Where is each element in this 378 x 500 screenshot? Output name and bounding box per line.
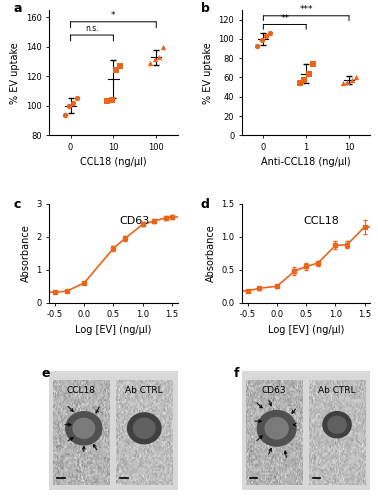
Bar [246,381,302,486]
Circle shape [265,418,288,439]
Point [306,70,312,78]
Point [70,99,76,107]
Text: f: f [234,366,240,380]
X-axis label: Anti-CCL18 (ng/μl): Anti-CCL18 (ng/μl) [261,158,351,168]
Point [62,110,68,118]
Point [117,62,123,70]
Y-axis label: % EV uptake: % EV uptake [203,42,213,104]
Circle shape [328,416,346,433]
Text: CCL18: CCL18 [67,386,96,394]
Point [344,78,350,86]
Point [108,96,115,104]
Point [104,98,110,106]
Text: **: ** [280,14,289,23]
Point [74,94,81,102]
Point [349,76,355,84]
Point [156,53,162,61]
Y-axis label: Absorbance: Absorbance [20,224,31,282]
Point [147,59,153,67]
Point [160,43,166,51]
Bar [53,381,110,486]
Text: ***: *** [299,6,313,15]
Text: e: e [42,366,50,380]
Circle shape [66,412,102,445]
Text: *: * [111,11,116,20]
Text: Ab CTRL: Ab CTRL [318,386,356,394]
Bar [309,381,365,486]
Text: CD63: CD63 [120,216,150,226]
Point [301,76,307,84]
X-axis label: CCL18 (ng/μl): CCL18 (ng/μl) [80,158,147,168]
Y-axis label: Absorbance: Absorbance [206,224,215,282]
Point [353,74,359,82]
Point [113,66,119,74]
Point [254,42,260,50]
Text: CD63: CD63 [262,386,287,394]
X-axis label: Log [EV] (ng/μl): Log [EV] (ng/μl) [268,325,344,335]
Text: CCL18: CCL18 [304,216,339,226]
Y-axis label: % EV uptake: % EV uptake [10,42,20,104]
Point [340,79,346,87]
Point [267,29,273,37]
Point [66,102,72,110]
X-axis label: Log [EV] (ng/μl): Log [EV] (ng/μl) [75,325,152,335]
Text: c: c [13,198,20,211]
Circle shape [133,418,155,438]
Circle shape [257,410,296,446]
Bar [116,381,172,486]
Text: b: b [201,2,210,16]
Text: a: a [13,2,22,16]
Point [263,32,269,40]
Point [259,36,265,44]
Circle shape [323,412,351,438]
Point [297,79,303,87]
Circle shape [127,413,161,444]
Point [310,60,316,68]
Text: Ab CTRL: Ab CTRL [125,386,163,394]
Text: d: d [201,198,210,211]
Point [152,54,158,62]
Text: n.s.: n.s. [85,24,99,34]
Circle shape [73,418,94,438]
